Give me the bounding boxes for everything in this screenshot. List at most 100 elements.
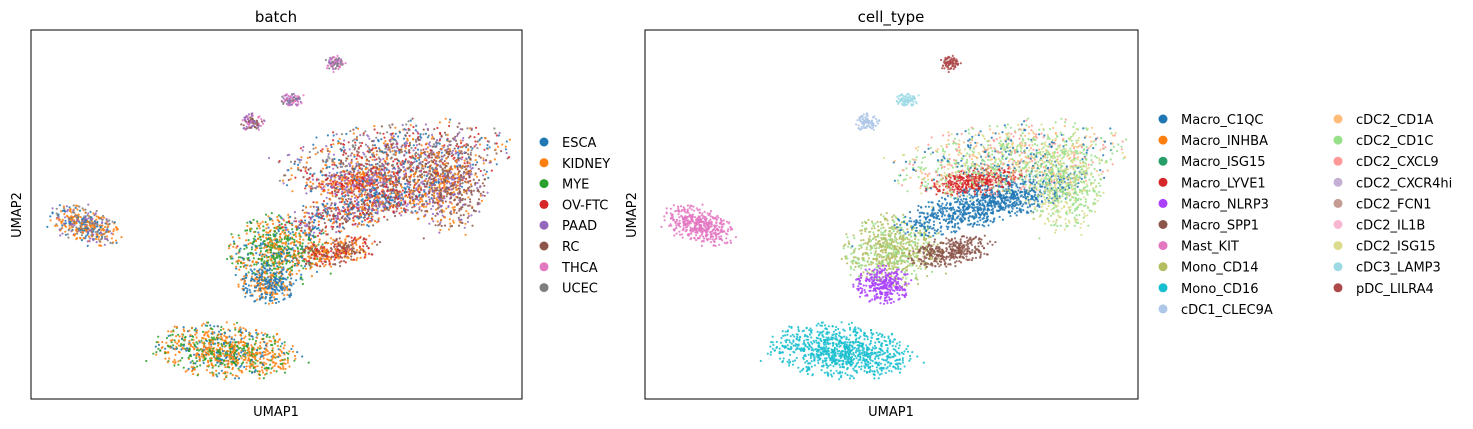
scatter-point [228, 335, 231, 338]
scatter-point [235, 260, 238, 263]
scatter-point [304, 170, 307, 173]
scatter-point [410, 161, 413, 164]
scatter-point [65, 205, 68, 208]
scatter-point [219, 361, 222, 365]
scatter-point [264, 280, 267, 283]
scatter-point [266, 261, 269, 265]
scatter-point [300, 264, 303, 267]
scatter-point [318, 253, 321, 256]
scatter-point [238, 328, 241, 331]
scatter-point [338, 261, 341, 264]
scatter-point [58, 228, 61, 231]
scatter-point [286, 357, 289, 360]
scatter-point [368, 193, 371, 196]
scatter-point [312, 205, 315, 208]
scatter-point [319, 171, 322, 174]
scatter-point [307, 242, 310, 245]
scatter-point [196, 365, 199, 368]
scatter-point [287, 242, 290, 245]
scatter-point [293, 359, 296, 362]
scatter-point [280, 282, 283, 285]
scatter-point [364, 213, 367, 216]
scatter-point [404, 158, 407, 161]
scatter-point [337, 230, 340, 233]
scatter-point [256, 284, 259, 287]
scatter-point [254, 362, 257, 365]
scatter-point [364, 155, 367, 158]
scatter-point [475, 175, 479, 178]
scatter-point [267, 279, 270, 282]
scatter-point [335, 173, 338, 176]
scatter-point [351, 249, 354, 252]
scatter-point [269, 359, 272, 362]
scatter-point [414, 198, 417, 201]
scatter-point [477, 132, 480, 136]
scatter-point [367, 247, 370, 250]
scatter-point [269, 351, 272, 354]
scatter-point [97, 228, 100, 232]
scatter-point [504, 148, 507, 151]
scatter-point [296, 246, 299, 249]
scatter-point [486, 154, 489, 157]
scatter-point [242, 347, 245, 350]
scatter-point [446, 145, 449, 148]
scatter-point [404, 202, 407, 205]
scatter-point [320, 193, 323, 196]
scatter-point [397, 135, 400, 138]
scatter-point [265, 362, 268, 365]
scatter-point [325, 241, 328, 244]
scatter-point [438, 131, 442, 135]
scatter-point [258, 227, 261, 230]
scatter-point [330, 242, 333, 245]
scatter-point [325, 196, 328, 199]
scatter-point [105, 235, 109, 238]
scatter-point [360, 168, 364, 171]
scatter-point [67, 236, 70, 239]
scatter-point [326, 134, 329, 137]
scatter-point [81, 207, 84, 210]
scatter-point [251, 272, 254, 275]
scatter-point [302, 238, 305, 241]
scatter-point [353, 211, 356, 214]
scatter-point [262, 225, 265, 228]
scatter-point [318, 238, 321, 241]
scatter-point [265, 278, 268, 281]
scatter-point [395, 186, 398, 189]
scatter-point [370, 176, 373, 179]
scatter-point [374, 211, 377, 214]
scatter-point [359, 236, 362, 239]
scatter-point [258, 370, 261, 373]
scatter-point [260, 257, 263, 260]
scatter-point [393, 175, 397, 178]
scatter-point [336, 215, 339, 218]
scatter-point [415, 168, 418, 171]
scatter-point [403, 153, 406, 156]
scatter-point [428, 141, 431, 144]
scatter-point [264, 353, 267, 356]
scatter-point [353, 258, 356, 261]
scatter-point [329, 179, 332, 182]
scatter-point [290, 277, 293, 280]
scatter-point [253, 300, 256, 303]
scatter-point [283, 284, 286, 288]
scatter-point [370, 219, 373, 222]
scatter-point [389, 126, 392, 129]
scatter-point [226, 336, 229, 339]
scatter-point [358, 141, 361, 144]
scatter-point [293, 250, 296, 253]
scatter-point [321, 183, 324, 186]
scatter-point [348, 172, 351, 176]
scatter-point [285, 249, 288, 252]
scatter-point [286, 361, 289, 364]
scatter-point [262, 357, 265, 360]
scatter-point [209, 350, 212, 353]
scatter-point [434, 145, 437, 149]
scatter-point [406, 209, 409, 212]
scatter-point [377, 168, 380, 171]
scatter-point [293, 160, 297, 163]
scatter-point [262, 233, 265, 236]
scatter-point [221, 348, 224, 351]
scatter-point [343, 179, 346, 182]
scatter-point [352, 145, 355, 148]
scatter-point [227, 360, 230, 363]
